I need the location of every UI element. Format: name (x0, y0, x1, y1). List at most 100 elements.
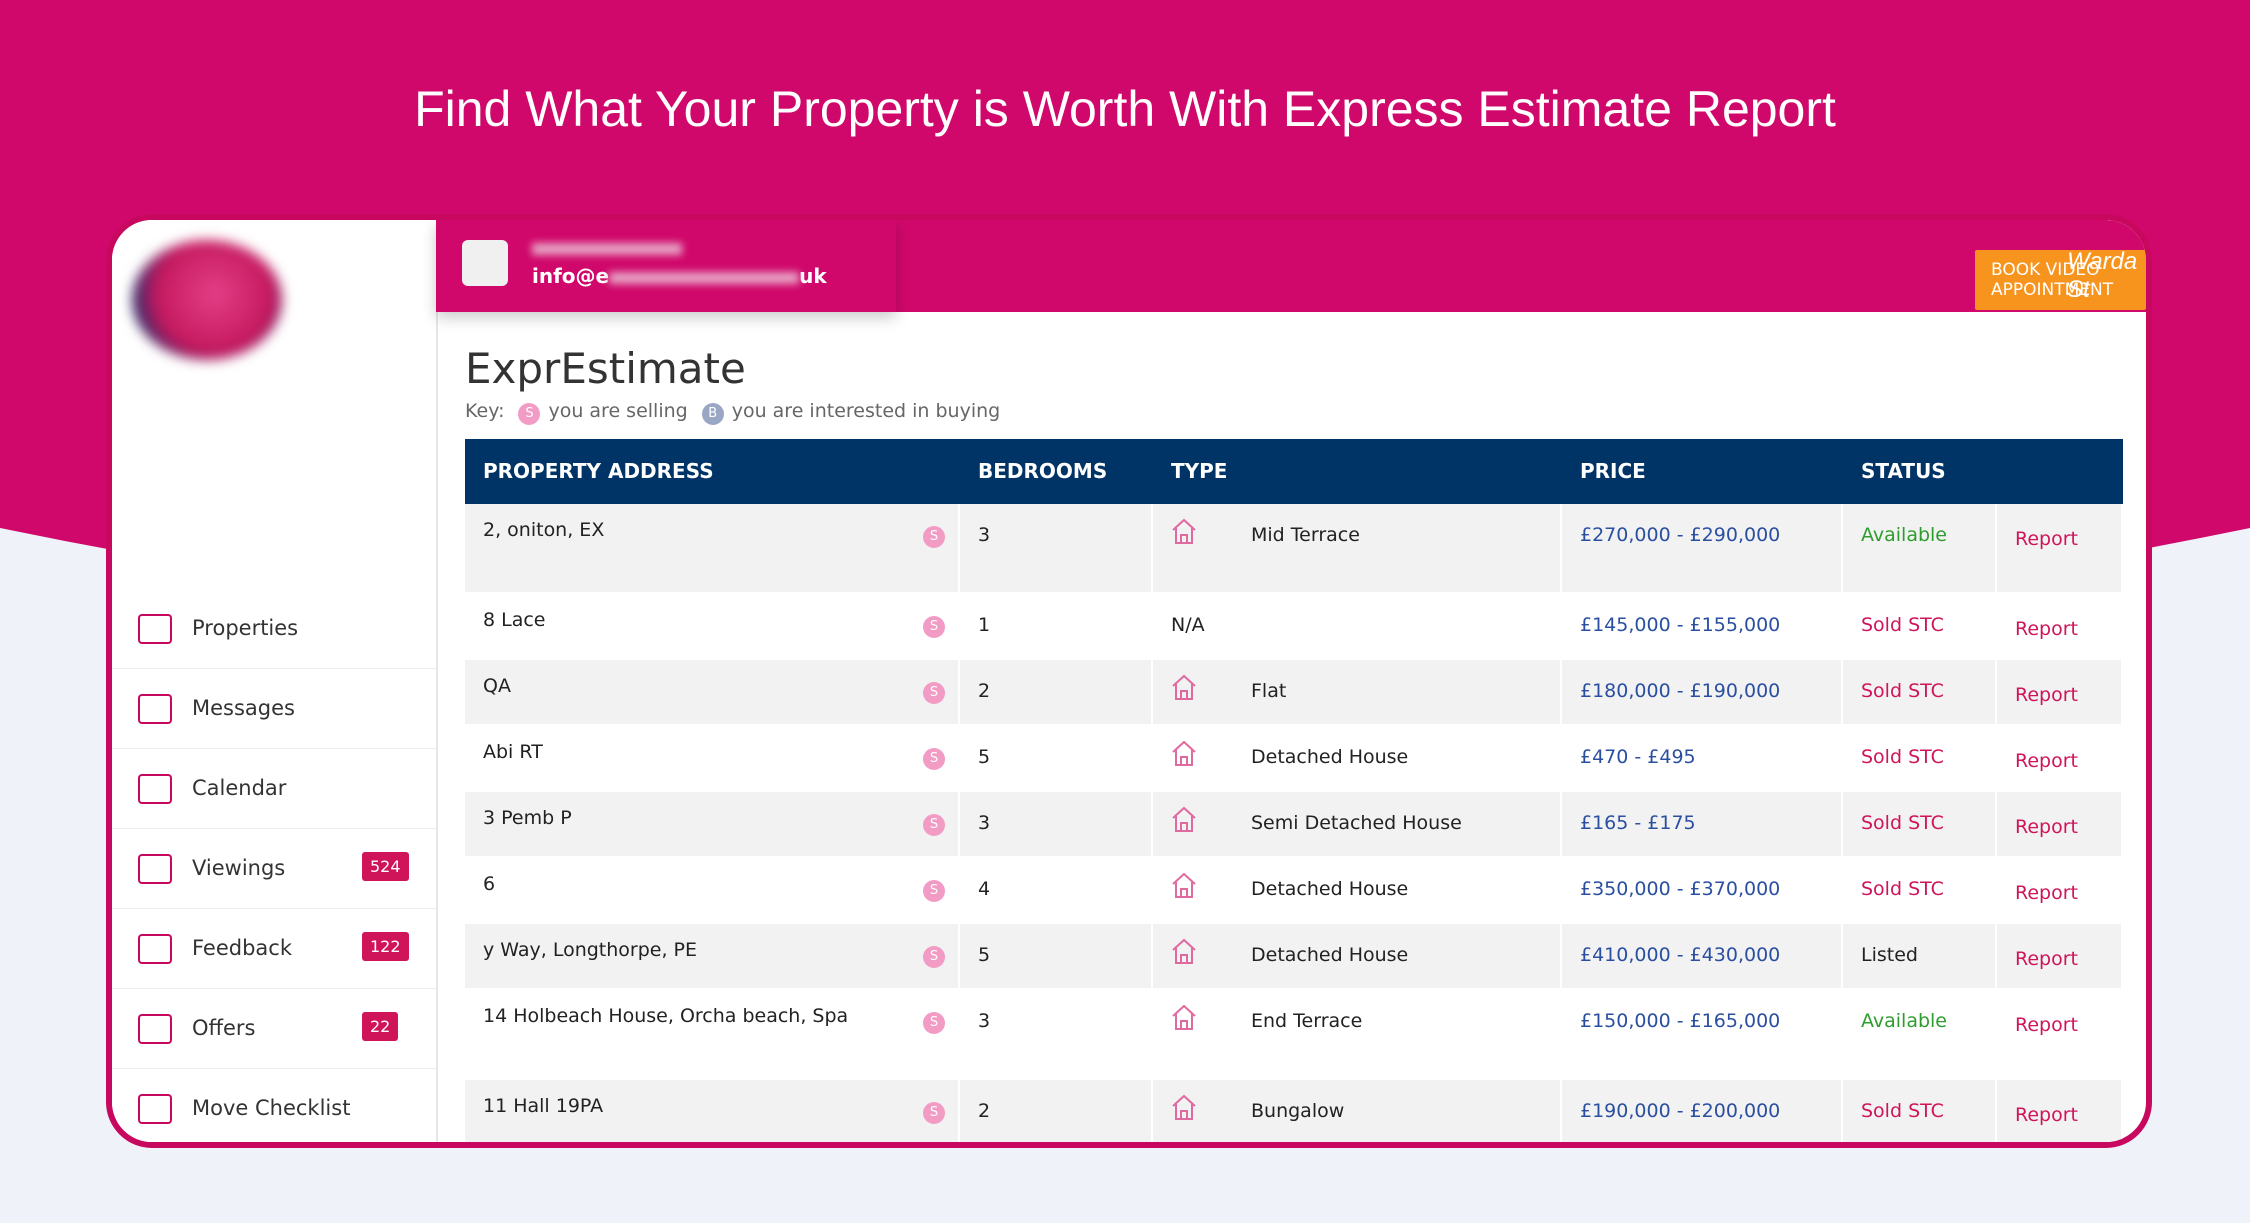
status-cell: Sold STC (1843, 858, 1997, 924)
nav-label: Move Checklist (192, 1096, 351, 1120)
seller-tag: S (923, 814, 945, 836)
price-cell: £410,000 - £430,000 (1562, 924, 1843, 990)
type-text: Detached House (1251, 878, 1409, 900)
nav-label: Properties (192, 616, 299, 640)
type-icon (1169, 1092, 1199, 1127)
bedrooms-cell: 4 (960, 858, 1153, 924)
nav-item[interactable]: Messages (112, 668, 436, 749)
bedrooms-cell: 5 (960, 726, 1153, 792)
bedrooms-cell: 5 (960, 924, 1153, 990)
status-cell: Sold STC (1843, 594, 1997, 660)
account-box: info@e uk (436, 220, 896, 312)
type-text: Detached House (1251, 944, 1409, 966)
bedrooms-cell: 1 (960, 594, 1153, 660)
nav-label: Viewings (192, 856, 286, 880)
bedrooms-cell: 3 (960, 792, 1153, 858)
report-link[interactable]: Report (1997, 1080, 2123, 1142)
report-link[interactable]: Report (1997, 504, 2123, 594)
report-link[interactable]: Report (1997, 792, 2123, 858)
status-cell: Sold STC (1843, 726, 1997, 792)
type-icon (1169, 738, 1199, 773)
type-cell: Flat (1153, 660, 1562, 726)
nav-icon (138, 1094, 172, 1124)
nav-label: Messages (192, 696, 295, 720)
type-text: Bungalow (1251, 1100, 1345, 1122)
price-cell: £180,000 - £190,000 (1562, 660, 1843, 726)
report-link[interactable]: Report (1997, 858, 2123, 924)
badge: 22 (362, 1012, 399, 1041)
nav-icon (138, 694, 172, 724)
type-cell: Bungalow (1153, 1080, 1562, 1142)
status-cell: Available (1843, 504, 1997, 594)
seller-tag: S (923, 880, 945, 902)
type-text: Flat (1251, 680, 1287, 702)
type-icon (1169, 804, 1199, 839)
column-header: BEDROOMS (960, 439, 1153, 504)
address-cell: QA S (465, 660, 960, 726)
type-cell: N/A (1153, 594, 1562, 660)
report-link[interactable]: Report (1997, 594, 2123, 660)
column-header: PRICE (1562, 439, 1843, 504)
price-cell: £145,000 - £155,000 (1562, 594, 1843, 660)
seller-tag: S (923, 1102, 945, 1124)
seller-tag: S (923, 946, 945, 968)
type-icon (1169, 672, 1199, 707)
nav-item[interactable]: Calendar (112, 748, 436, 829)
status-cell: Sold STC (1843, 792, 1997, 858)
badge: 122 (362, 932, 409, 961)
book-button[interactable]: BOOK VIDEO APPOINTMENT (1975, 250, 2146, 310)
app-window: Properties Messages Calendar Viewings 524 Fee… (106, 214, 2152, 1148)
type-icon (1169, 870, 1199, 905)
report-link[interactable]: Report (1997, 924, 2123, 990)
nav-label: Calendar (192, 776, 287, 800)
column-header: STATUS (1843, 439, 2123, 504)
seller-tag: S (923, 526, 945, 548)
sidebar: Properties Messages Calendar Viewings 524 Fee… (112, 220, 438, 1142)
type-cell: Detached House (1153, 726, 1562, 792)
badge: 524 (362, 852, 409, 881)
price-cell: £350,000 - £370,000 (1562, 858, 1843, 924)
bedrooms-cell: 3 (960, 990, 1153, 1080)
nav-icon (138, 614, 172, 644)
type-cell: End Terrace (1153, 990, 1562, 1080)
address-cell: y Way, Longthorpe, PE S (465, 924, 960, 990)
nav-item[interactable]: Viewings 524 (112, 828, 436, 909)
user-name[interactable]: Warda St (2067, 248, 2138, 303)
address-cell: 8 Lace S (465, 594, 960, 660)
name-blur (532, 238, 682, 257)
nav-icon (138, 934, 172, 964)
nav-item[interactable]: Feedback 122 (112, 908, 436, 989)
address-cell: Abi RT S (465, 726, 960, 792)
address-cell: 11 Hall 19PA S (465, 1080, 960, 1142)
report-link[interactable]: Report (1997, 726, 2123, 792)
type-text: N/A (1171, 614, 1205, 636)
price-cell: £270,000 - £290,000 (1562, 504, 1843, 594)
type-text: Mid Terrace (1251, 524, 1360, 546)
type-icon (1169, 516, 1199, 551)
bedrooms-cell: 2 (960, 1080, 1153, 1142)
status-cell: Available (1843, 990, 1997, 1080)
nav-item[interactable]: Move Checklist (112, 1068, 436, 1142)
type-text: Semi Detached House (1251, 812, 1462, 834)
column-header: TYPE (1153, 439, 1562, 504)
nav-item[interactable]: Properties (112, 588, 436, 669)
report-link[interactable]: Report (1997, 990, 2123, 1080)
seller-tag: S (923, 616, 945, 638)
nav-item[interactable]: Offers 22 (112, 988, 436, 1069)
headline: Find What Your Property is Worth With Ex… (414, 81, 1836, 137)
type-cell: Detached House (1153, 924, 1562, 990)
column-header: PROPERTY ADDRESS (465, 439, 960, 504)
nav-icon (138, 1014, 172, 1044)
status-cell: Sold STC (1843, 1080, 1997, 1142)
avatar[interactable] (462, 240, 508, 286)
price-cell: £150,000 - £165,000 (1562, 990, 1843, 1080)
type-icon (1169, 1002, 1199, 1037)
nav-icon (138, 774, 172, 804)
email: info@e uk (532, 264, 827, 288)
seller-tag: S (923, 1012, 945, 1034)
report-link[interactable]: Report (1997, 660, 2123, 726)
type-cell: Detached House (1153, 858, 1562, 924)
